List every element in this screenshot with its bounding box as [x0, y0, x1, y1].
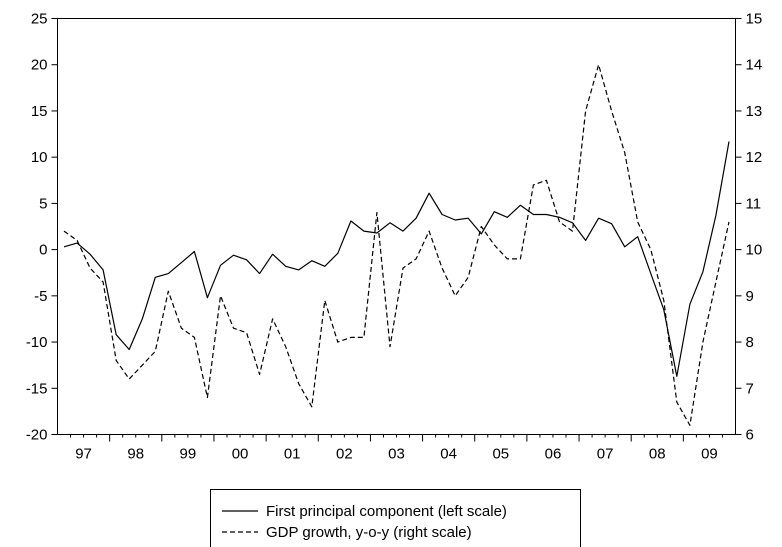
- x-tick-label: 02: [336, 446, 353, 463]
- x-tick-label: 98: [127, 446, 144, 463]
- left-tick-label: -5: [34, 288, 47, 305]
- x-tick-label: 03: [388, 446, 405, 463]
- left-tick-label: 10: [31, 149, 48, 166]
- x-tick-label: 97: [75, 446, 92, 463]
- right-tick-label: 13: [746, 103, 763, 120]
- left-tick-label: -10: [26, 334, 48, 351]
- right-tick-label: 9: [746, 288, 754, 305]
- legend-box: [210, 489, 581, 547]
- series-layer: [63, 64, 730, 426]
- series-line-principal-component: [63, 141, 730, 377]
- left-tick-label: 15: [31, 103, 48, 120]
- left-axis: 25 20 15 10 5 0 -5 -10 -15 -20: [26, 11, 58, 444]
- left-tick-label: 20: [31, 57, 48, 74]
- x-tick-label: 01: [284, 446, 301, 463]
- x-tick-label: 07: [597, 446, 614, 463]
- legend-label-principal-component: First principal component (left scale): [266, 503, 507, 520]
- left-tick-label: 0: [39, 242, 47, 259]
- legend-label-gdp-growth: GDP growth, y-o-y (right scale): [266, 524, 472, 541]
- right-tick-label: 6: [746, 427, 754, 444]
- right-tick-label: 11: [746, 195, 762, 212]
- right-tick-label: 7: [746, 380, 754, 397]
- right-tick-label: 10: [746, 242, 763, 259]
- data-point-gdp-growth: [362, 336, 365, 339]
- series-line-gdp-growth: [63, 64, 730, 426]
- legend: First principal component (left scale) G…: [210, 489, 581, 547]
- x-tick-label: 09: [701, 446, 718, 463]
- right-tick-label: 8: [746, 334, 754, 351]
- x-tick-label: 04: [440, 446, 457, 463]
- data-point-gdp-growth: [649, 248, 652, 251]
- x-tick-label: 08: [649, 446, 666, 463]
- x-tick-label: 00: [232, 446, 249, 463]
- left-tick-label: 25: [31, 11, 48, 28]
- left-tick-label: -15: [26, 380, 48, 397]
- x-tick-label: 99: [180, 446, 197, 463]
- right-tick-label: 12: [746, 149, 763, 166]
- left-tick-label: 5: [39, 195, 47, 212]
- left-tick-label: -20: [26, 427, 48, 444]
- right-tick-label: 15: [746, 11, 763, 28]
- right-axis: 15 14 13 12 11 10 9 8 7 6: [735, 11, 763, 444]
- right-tick-label: 14: [746, 57, 763, 74]
- x-tick-label: 06: [545, 446, 562, 463]
- x-tick-label: 05: [492, 446, 509, 463]
- x-axis: 97 98 99 00 01 02 03 04 05 06 07 08 09: [70, 434, 723, 463]
